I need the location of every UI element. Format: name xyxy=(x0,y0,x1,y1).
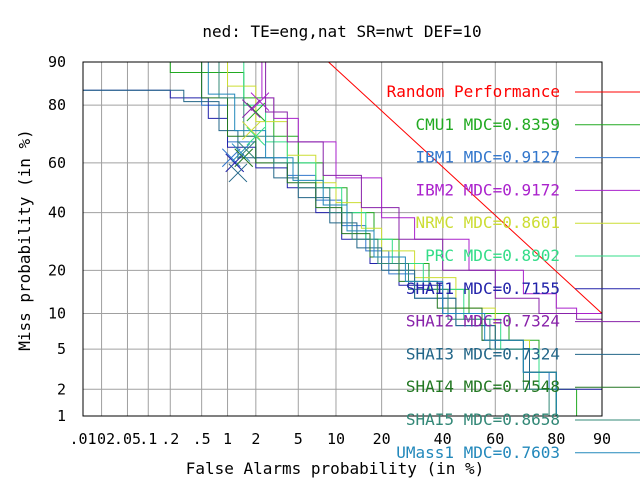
legend: Random Performance CMU1 MDC=0.8359 IBM1 MD… xyxy=(387,82,640,462)
legend-entry: SHAI2 MDC=0.7324 xyxy=(406,312,560,331)
x-tick-label: 20 xyxy=(373,430,391,448)
x-tick-label: 60 xyxy=(486,430,504,448)
mdc-marker xyxy=(231,143,251,162)
y-tick-label: 10 xyxy=(48,304,66,322)
legend-entry: NRMC MDC=0.8601 xyxy=(416,213,561,232)
mdc-marker xyxy=(246,126,266,146)
x-tick-label: .01 xyxy=(69,430,96,448)
series-lines xyxy=(83,61,603,416)
y-tick-label: 2 xyxy=(57,380,66,398)
legend-entry: IBM1 MDC=0.9127 xyxy=(416,148,561,167)
mdc-marker xyxy=(225,153,245,173)
mdc-marker xyxy=(242,99,261,118)
x-tick-label: 10 xyxy=(327,430,345,448)
x-tick-label: .1 xyxy=(139,430,157,448)
x-axis-label: False Alarms probability (in %) xyxy=(186,459,485,478)
x-tick-label: .2 xyxy=(161,430,179,448)
legend-entry: SHAI4 MDC=0.7548 xyxy=(406,377,560,396)
mdc-markers xyxy=(221,92,270,183)
y-tick-label: 80 xyxy=(48,96,66,114)
series-line xyxy=(148,61,557,416)
x-tick-label: .02 xyxy=(88,430,115,448)
x-tick-label: 1 xyxy=(223,430,232,448)
x-tick-label: 90 xyxy=(593,430,611,448)
legend-entry: PRC MDC=0.8902 xyxy=(425,246,560,265)
y-tick-label: 20 xyxy=(48,261,66,279)
legend-entry: Random Performance xyxy=(387,82,560,101)
mdc-marker xyxy=(237,140,256,160)
x-tick-label: 2 xyxy=(251,430,260,448)
y-tick-label: 40 xyxy=(48,204,66,222)
x-tick-label: .5 xyxy=(193,430,211,448)
x-tick-label: .05 xyxy=(114,430,141,448)
plot-frame xyxy=(82,61,603,417)
x-tick-labels: .01.02.05.1.2 .5 1 2 5 10 20 40 60 80 90 xyxy=(69,430,611,448)
mdc-marker xyxy=(242,121,261,140)
x-tick-label: 40 xyxy=(434,430,452,448)
y-tick-label: 90 xyxy=(48,53,66,71)
legend-entry: SHAI3 MDC=0.7324 xyxy=(406,344,560,363)
grid xyxy=(82,61,603,417)
legend-entry: CMU1 MDC=0.8359 xyxy=(416,115,561,134)
mdc-marker xyxy=(228,163,248,183)
mdc-marker xyxy=(234,148,254,168)
y-tick-label: 5 xyxy=(57,340,66,358)
y-axis-label: Miss probability (in %) xyxy=(15,129,34,351)
mdc-marker xyxy=(250,92,270,111)
series-line xyxy=(255,61,603,326)
x-tick-label: 80 xyxy=(547,430,565,448)
legend-entry: IBM2 MDC=0.9172 xyxy=(416,180,561,199)
series-line xyxy=(83,89,557,416)
y-tick-label: 1 xyxy=(57,407,66,425)
y-tick-label: 60 xyxy=(48,154,66,172)
series-line xyxy=(170,61,557,416)
mdc-marker xyxy=(246,102,266,122)
chart-title: ned: TE=eng,nat SR=nwt DEF=10 xyxy=(202,22,481,41)
legend-entry: SHAI5 MDC=0.8658 xyxy=(406,410,560,429)
legend-entry: UMass1 MDC=0.7603 xyxy=(396,443,560,462)
series-line xyxy=(183,61,550,416)
legend-entry: SHAI1 MDC=0.7155 xyxy=(406,279,560,298)
x-tick-label: 5 xyxy=(294,430,303,448)
y-tick-labels: 1 2 5 10 20 40 60 80 90 xyxy=(48,53,66,425)
series-line xyxy=(328,61,603,314)
